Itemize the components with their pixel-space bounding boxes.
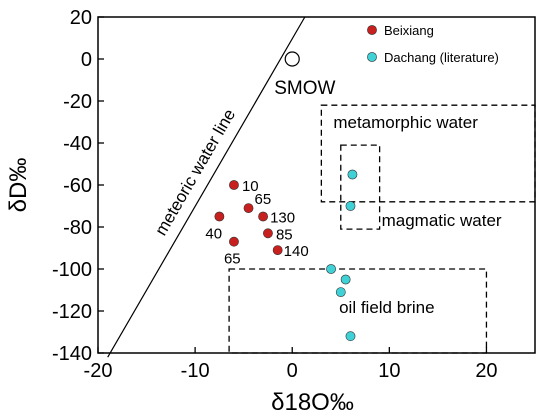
x-tick-label: 10 — [378, 360, 400, 382]
legend-marker — [367, 52, 377, 62]
data-point — [345, 201, 356, 211]
zone-label-oil-field-brine: oil field brine — [339, 298, 434, 317]
x-axis-title: δ18O‰ — [271, 389, 354, 416]
data-point — [229, 236, 239, 247]
y-tick-label: -120 — [52, 301, 92, 323]
data-label: 10 — [242, 178, 259, 195]
data-point — [263, 228, 273, 239]
y-tick-label: -40 — [63, 133, 92, 155]
zone-box-magmatic-water — [340, 144, 381, 230]
x-tick-label: 20 — [475, 360, 497, 382]
x-tick-label: -10 — [181, 360, 210, 382]
y-tick-label: 20 — [70, 7, 92, 29]
data-point — [340, 274, 351, 285]
data-point — [335, 287, 346, 297]
y-tick-label: 0 — [81, 49, 92, 71]
data-point — [345, 331, 356, 342]
legend-marker — [367, 25, 377, 35]
legend: Beixiang Dachang (literature) — [367, 23, 499, 65]
data-label: 65 — [224, 251, 241, 268]
data-point — [347, 169, 358, 180]
smow-label: SMOW — [274, 78, 335, 99]
points-layer — [214, 51, 358, 342]
meteoric-line-layer — [107, 16, 306, 358]
x-tick-label: -20 — [84, 360, 113, 382]
y-tick-label: -100 — [52, 259, 92, 281]
data-label: 40 — [205, 226, 222, 243]
y-axis-title: δD‰ — [5, 158, 32, 213]
zone-label-metamorphic: metamorphic water — [333, 113, 478, 132]
y-tick-label: -60 — [63, 175, 92, 197]
text-layer: metamorphic water magmatic water oil field… — [151, 78, 502, 317]
data-label: 140 — [284, 243, 309, 260]
zone-label-magmatic: magmatic water — [382, 211, 502, 230]
data-point — [243, 203, 254, 213]
meteoric-water-line — [107, 16, 306, 358]
data-point — [258, 211, 268, 222]
y-tick-label: -80 — [63, 217, 92, 239]
legend-label: Beixiang — [384, 23, 434, 38]
data-label: 65 — [255, 191, 272, 208]
data-point — [229, 180, 239, 190]
axes-layer: -20 -10 0 10 20200-20-40-60-80-100-120-140δ1… — [5, 7, 536, 416]
plot-frame — [97, 16, 536, 354]
meteoric-water-line-label: meteoric water line — [151, 106, 239, 239]
y-tick-label: -20 — [63, 91, 92, 113]
data-point — [272, 245, 283, 255]
smow-marker — [284, 51, 300, 67]
data-point — [214, 211, 225, 222]
x-tick-label: 0 — [287, 360, 298, 382]
data-label: 130 — [270, 210, 295, 227]
data-point — [326, 264, 336, 274]
y-tick-label: -140 — [52, 343, 92, 365]
legend-label: Dachang (literature) — [384, 50, 499, 65]
data-label: 85 — [276, 226, 293, 243]
